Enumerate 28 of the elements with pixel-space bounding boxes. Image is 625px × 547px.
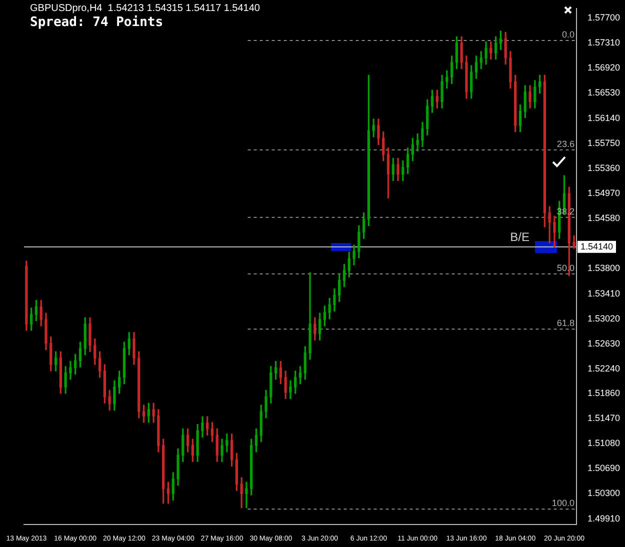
y-tick-label: 1.49910: [587, 513, 620, 524]
y-tick-label: 1.54970: [587, 188, 620, 198]
y-tick-label: 1.57700: [587, 12, 620, 23]
y-tick-label: 1.54580: [587, 213, 620, 224]
annotation: 100.0: [552, 498, 574, 508]
chart-title: GBPUSDpro,H4 1.54213 1.54315 1.54117 1.54140: [30, 3, 260, 14]
y-tick-label: 1.52240: [587, 364, 620, 374]
y-tick-label: 1.56920: [587, 62, 620, 73]
y-tick-label: 1.57310: [587, 38, 620, 48]
y-tick-label: 1.53410: [587, 288, 620, 298]
y-tick-label: 1.55360: [587, 162, 620, 173]
text: Spread: 74 Points: [30, 15, 164, 30]
y-tick-label: 1.51080: [587, 438, 620, 448]
annotation: 23.6: [556, 138, 574, 149]
annotation: 61.8: [556, 318, 574, 328]
y-tick-label: 1.51860: [587, 388, 620, 398]
y-tick-label: 1.53800: [587, 263, 620, 274]
y-tick-label: 1.50300: [587, 488, 620, 498]
y-tick-label: 1.53020: [587, 313, 620, 324]
y-tick-label: 1.51470: [587, 413, 620, 424]
ref-line-label: 1.54140: [580, 241, 614, 252]
annotation: B/E: [510, 230, 530, 244]
y-tick-label: 1.50690: [587, 463, 620, 474]
annotation: 0.0: [562, 30, 574, 40]
y-tick-label: 1.56140: [587, 112, 620, 123]
y-tick-label: 1.55750: [587, 138, 620, 148]
y-tick-label: 1.56530: [587, 88, 620, 98]
y-tick-label: 1.52630: [587, 338, 620, 348]
